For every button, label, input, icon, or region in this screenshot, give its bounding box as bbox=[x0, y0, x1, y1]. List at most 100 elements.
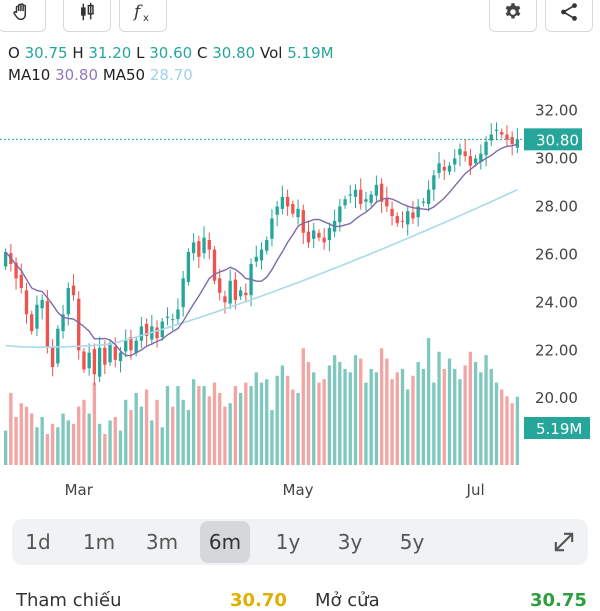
volume-bar bbox=[50, 423, 55, 465]
volume-bar bbox=[87, 413, 91, 465]
candle-body bbox=[176, 309, 180, 320]
candle-body bbox=[447, 165, 452, 172]
reference-value: 30.70 bbox=[230, 590, 287, 611]
y-tick-label: 20.00 bbox=[535, 389, 578, 407]
candle-body bbox=[66, 287, 70, 315]
volume-bar bbox=[124, 399, 128, 465]
price-chart[interactable]: 32.00 30.00 28.00 26.00 24.00 22.00 20.00 30.80… bbox=[0, 76, 600, 506]
candle-body bbox=[385, 198, 389, 207]
settings-button[interactable] bbox=[489, 0, 537, 32]
volume-bar bbox=[437, 351, 441, 465]
volume-bar bbox=[233, 386, 238, 465]
volume-bar bbox=[223, 406, 227, 465]
volume-bar bbox=[265, 379, 269, 465]
volume-bar bbox=[155, 399, 159, 465]
last-price-label: 30.80 bbox=[536, 131, 579, 149]
low-value: 30.60 bbox=[149, 44, 193, 62]
volume-bar bbox=[468, 351, 473, 465]
volume-bar bbox=[327, 365, 332, 465]
volume-bar bbox=[186, 410, 191, 465]
drawing-tool-button[interactable] bbox=[0, 0, 46, 32]
candle-body bbox=[24, 290, 29, 315]
chart-type-button[interactable] bbox=[63, 0, 111, 32]
ma50-line bbox=[5, 188, 518, 348]
share-button[interactable] bbox=[545, 0, 593, 32]
period-1d[interactable]: 1d bbox=[25, 530, 51, 554]
volume-bar bbox=[108, 420, 112, 465]
candle-body bbox=[500, 132, 504, 135]
candle-body bbox=[437, 163, 441, 173]
candle-body bbox=[129, 337, 133, 351]
candle-body bbox=[254, 256, 258, 262]
candle-body bbox=[270, 218, 274, 239]
volume-bar bbox=[113, 416, 117, 465]
volume-label: Vol bbox=[260, 44, 283, 62]
last-volume-label: 5.19M bbox=[536, 420, 582, 438]
candle-body bbox=[56, 328, 60, 364]
volume-bar bbox=[463, 365, 467, 465]
ma50-label: MA50 bbox=[102, 66, 146, 84]
candle-body bbox=[484, 141, 488, 155]
volume-bar bbox=[202, 386, 206, 465]
candle-body bbox=[113, 346, 117, 360]
candle-body bbox=[473, 158, 478, 164]
ma10-line bbox=[5, 143, 518, 357]
volume-bar bbox=[171, 406, 175, 465]
y-tick-label: 32.00 bbox=[535, 102, 578, 120]
period-1m[interactable]: 1m bbox=[82, 530, 116, 554]
volume-bar bbox=[61, 413, 65, 465]
period-5y[interactable]: 5y bbox=[399, 530, 425, 554]
volume-bar bbox=[97, 423, 102, 465]
candle-body bbox=[197, 241, 201, 257]
candle-body bbox=[82, 351, 86, 370]
candle-body bbox=[118, 352, 123, 362]
expand-icon[interactable] bbox=[550, 528, 578, 556]
period-3m[interactable]: 3m bbox=[145, 530, 179, 554]
candle-body bbox=[479, 153, 483, 163]
candle-body bbox=[207, 240, 211, 250]
candle-body bbox=[97, 347, 102, 377]
volume-bar bbox=[317, 382, 321, 465]
open-price-label: Mở cửa bbox=[315, 590, 380, 611]
ohlc-legend: O 30.75 H 31.20 L 30.60 C 30.80 Vol 5.19… bbox=[8, 44, 334, 62]
candle-body bbox=[327, 228, 332, 241]
period-6m[interactable]: 6m bbox=[200, 521, 250, 563]
volume-bar bbox=[14, 416, 18, 465]
volume-bar bbox=[312, 372, 316, 465]
volume-bar bbox=[406, 389, 410, 465]
volume-bar bbox=[249, 386, 253, 465]
candle-body bbox=[171, 319, 175, 321]
candle-body bbox=[259, 249, 264, 261]
candle-body bbox=[359, 189, 363, 205]
volume-bar bbox=[442, 368, 446, 465]
volume-bar bbox=[197, 386, 201, 465]
candle-body bbox=[165, 316, 170, 318]
candle-body bbox=[285, 196, 290, 207]
candle-body bbox=[244, 292, 248, 296]
candle-body bbox=[369, 194, 373, 203]
ma10-value: 30.80 bbox=[55, 66, 99, 84]
volume-bar bbox=[343, 368, 347, 465]
candle-body bbox=[265, 240, 269, 251]
candle-body bbox=[421, 201, 426, 203]
candle-body bbox=[390, 208, 394, 217]
volume-bar bbox=[447, 358, 452, 465]
volume-bar bbox=[139, 406, 144, 465]
volume-bar bbox=[82, 399, 86, 465]
volume-bar bbox=[332, 355, 337, 465]
volume-bar bbox=[296, 392, 300, 465]
candle-body bbox=[406, 211, 410, 225]
candle-body bbox=[108, 343, 112, 363]
volume-bar bbox=[411, 375, 415, 465]
volume-bar bbox=[19, 403, 23, 465]
period-1y[interactable]: 1y bbox=[275, 530, 301, 554]
volume-bar bbox=[494, 382, 499, 465]
period-3y[interactable]: 3y bbox=[337, 530, 363, 554]
candle-body bbox=[77, 298, 81, 351]
candle-body bbox=[139, 326, 144, 341]
volume-bar bbox=[3, 430, 8, 465]
high-label: H bbox=[72, 44, 84, 62]
candle-body bbox=[432, 175, 436, 190]
